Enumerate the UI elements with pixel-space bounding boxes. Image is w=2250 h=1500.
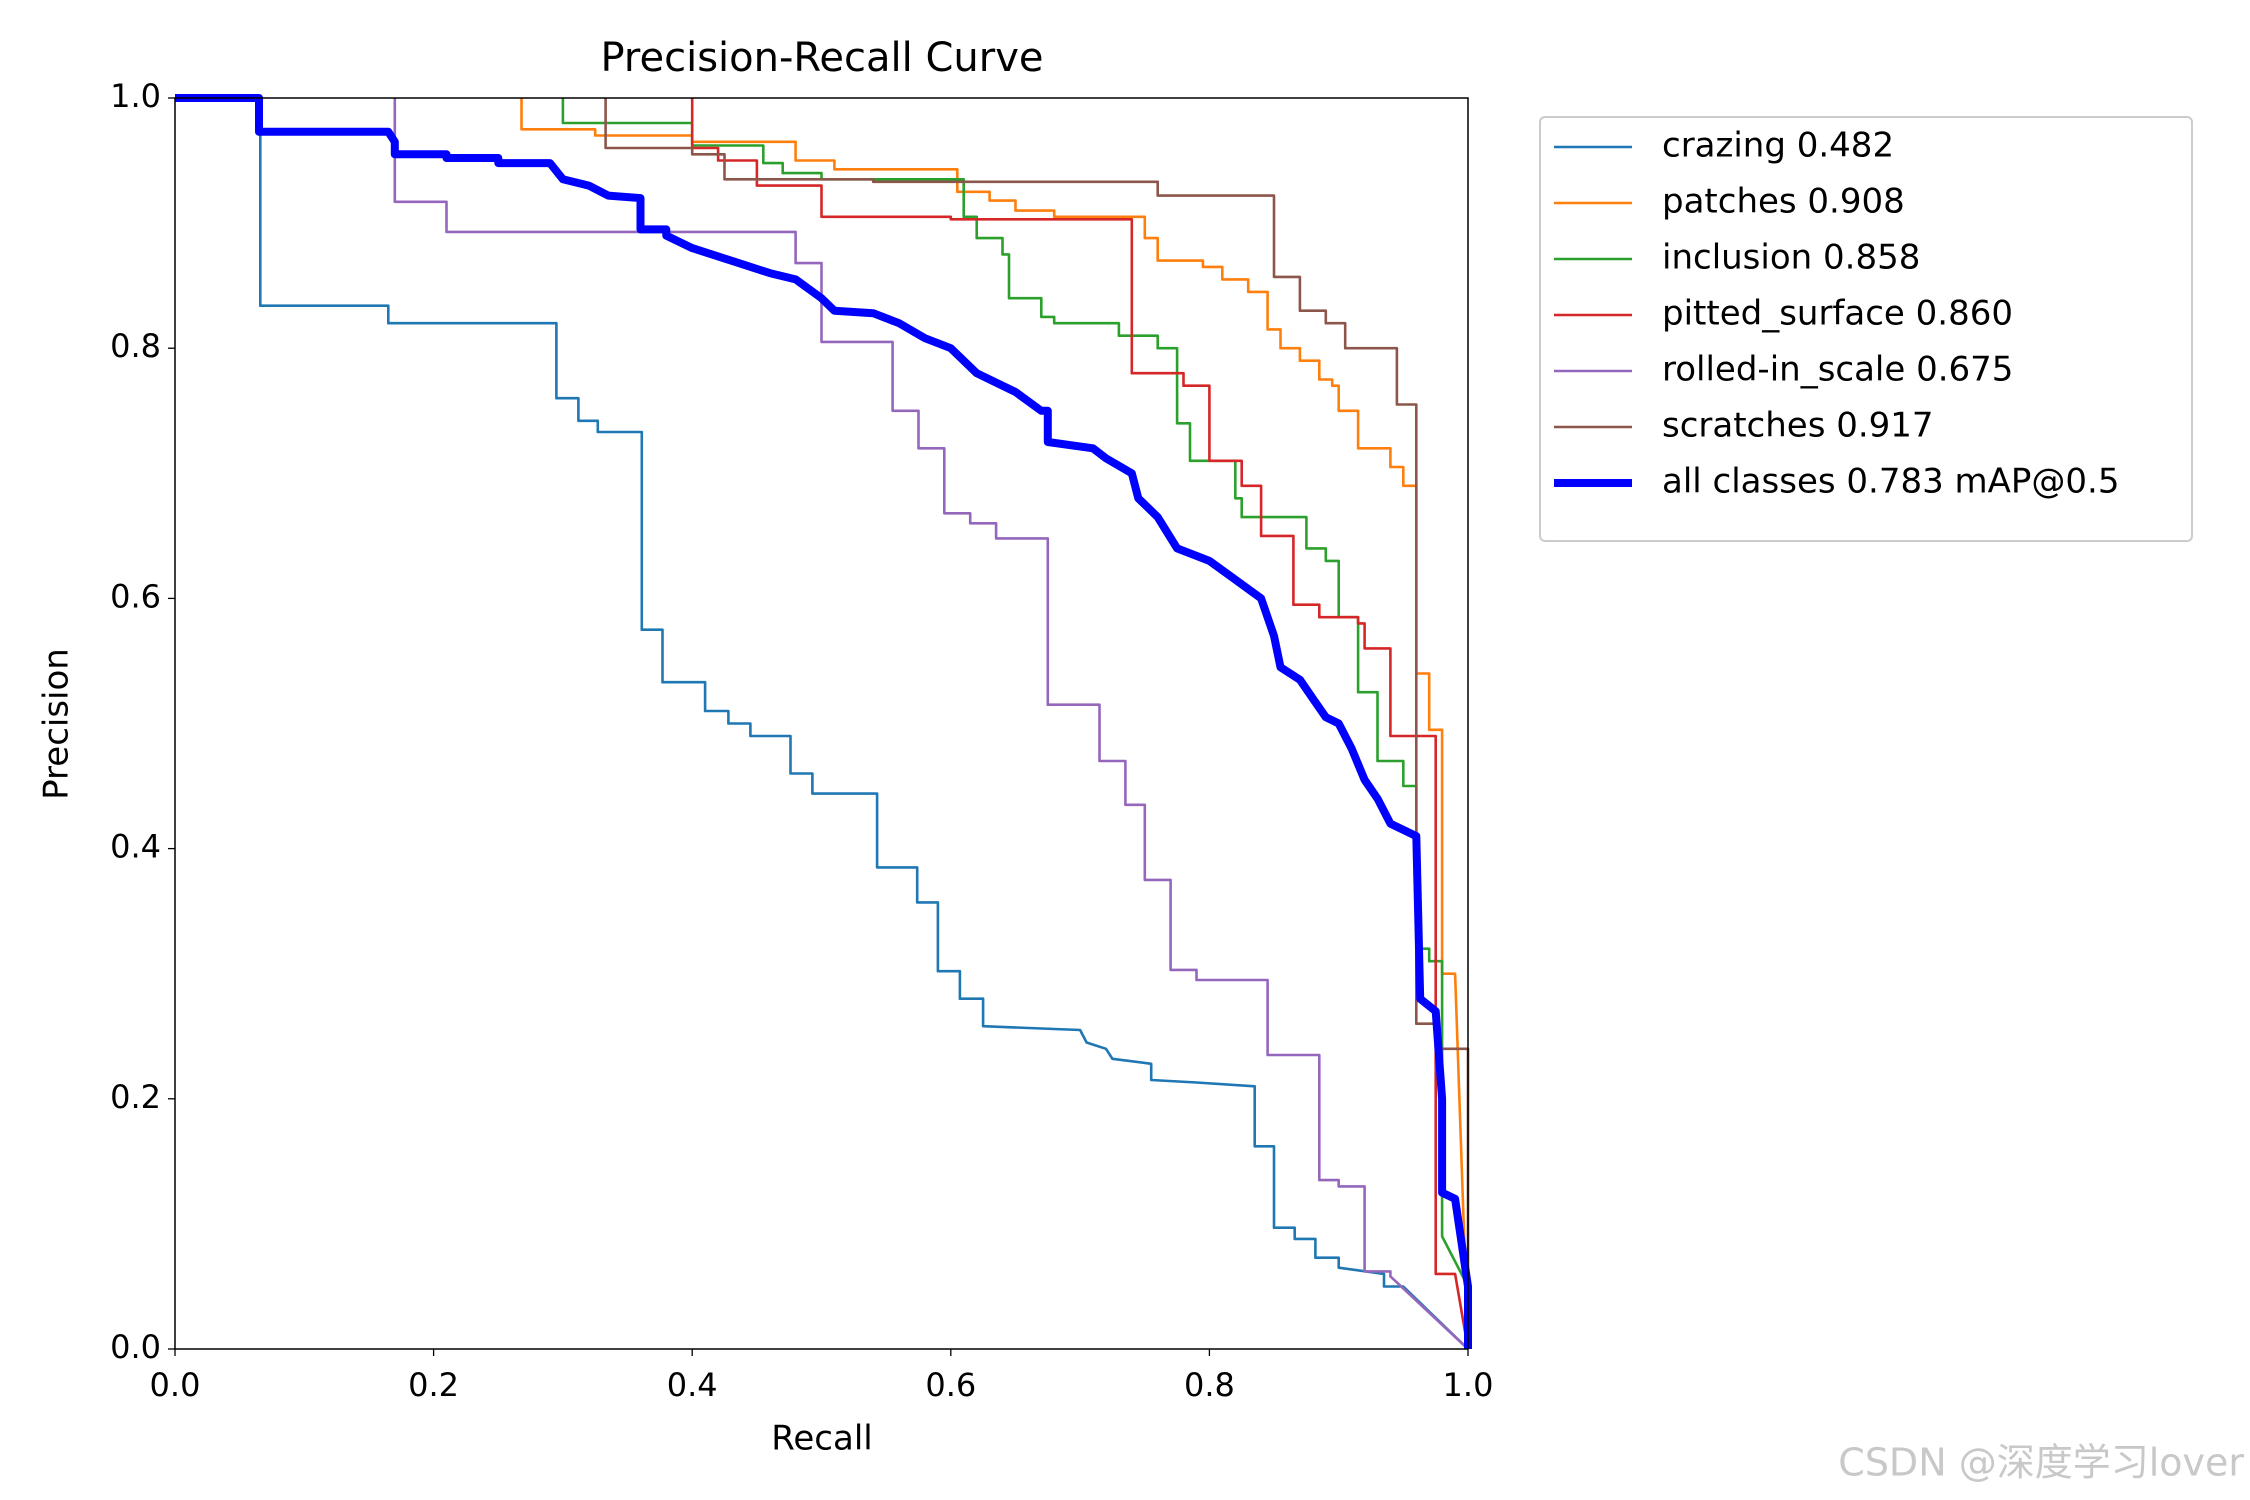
- series-line: [520, 98, 1470, 1350]
- legend-label: scratches 0.917: [1662, 406, 1934, 446]
- chart-title: Precision-Recall Curve: [601, 35, 1044, 81]
- x-tick-label: 0.4: [667, 1366, 718, 1404]
- series-line: [393, 98, 1469, 1350]
- y-tick-label: 0.4: [110, 828, 161, 866]
- legend-label: all classes 0.783 mAP@0.5: [1662, 462, 2119, 502]
- series-line: [690, 98, 1470, 1350]
- y-axis-label: Precision: [37, 648, 77, 800]
- x-tick-label: 0.6: [925, 1366, 976, 1404]
- series-line: [175, 94, 1472, 1349]
- x-tick-label: 0.0: [150, 1366, 201, 1404]
- x-tick-label: 0.2: [408, 1366, 459, 1404]
- y-tick-label: 0.8: [110, 327, 161, 365]
- legend-label: inclusion 0.858: [1662, 238, 1920, 278]
- legend-label: rolled-in_scale 0.675: [1662, 350, 2013, 390]
- y-tick-label: 0.6: [110, 577, 161, 615]
- legend-label: crazing 0.482: [1662, 126, 1894, 166]
- plot-frame: [174, 97, 1469, 1350]
- x-axis-label: Recall: [771, 1419, 872, 1459]
- legend-label: patches 0.908: [1662, 182, 1905, 222]
- series-line: [175, 96, 1469, 1350]
- legend-label: pitted_surface 0.860: [1662, 294, 2013, 334]
- y-tick-label: 0.2: [110, 1078, 161, 1116]
- y-tick-label: 1.0: [110, 77, 161, 115]
- y-tick-label: 0.0: [110, 1328, 161, 1366]
- x-tick-label: 1.0: [1443, 1366, 1494, 1404]
- legend-box: [1539, 116, 2193, 542]
- x-tick-label: 0.8: [1184, 1366, 1235, 1404]
- watermark: CSDN @深度学习lover: [1838, 1441, 2244, 1485]
